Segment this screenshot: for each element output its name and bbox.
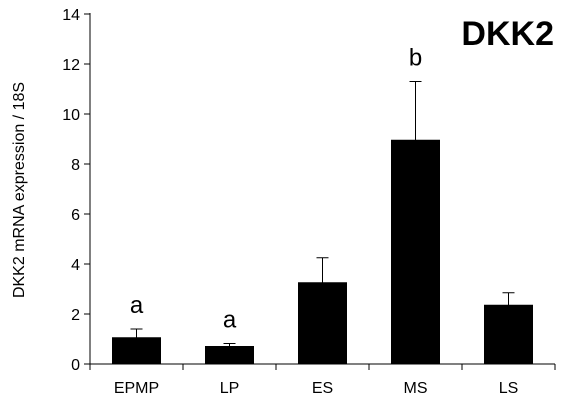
- y-tick-label: 10: [62, 107, 80, 124]
- y-tick-label: 14: [62, 7, 80, 24]
- bar-ms: [391, 139, 440, 365]
- bars-group: a a b: [112, 45, 533, 365]
- y-axis-label: DKK2 mRNA expression / 18S: [11, 82, 28, 298]
- x-tick-label: LS: [499, 380, 519, 397]
- significance-label: b: [409, 45, 422, 72]
- chart-title: DKK2: [461, 15, 554, 53]
- significance-label: a: [223, 307, 237, 334]
- bar-lp: [205, 346, 254, 365]
- y-tick-label: 2: [71, 307, 80, 324]
- x-tick-label: EPMP: [114, 380, 159, 397]
- y-tick-label: 0: [71, 357, 80, 374]
- y-tick-label: 8: [71, 157, 80, 174]
- y-tick-label: 6: [71, 207, 80, 224]
- y-tick-label: 4: [71, 257, 80, 274]
- y-tick-label: 12: [62, 57, 80, 74]
- bar-ls: [484, 304, 533, 365]
- significance-label: a: [130, 292, 144, 319]
- x-tick-label: MS: [404, 380, 428, 397]
- bar-epmp: [112, 337, 161, 365]
- axes: 0 2 4 6 8 10 12 14 EPMP LP ES MS LS: [62, 7, 556, 397]
- x-tick-label: LP: [220, 380, 240, 397]
- bar-es: [298, 282, 347, 365]
- x-tick-label: ES: [312, 380, 333, 397]
